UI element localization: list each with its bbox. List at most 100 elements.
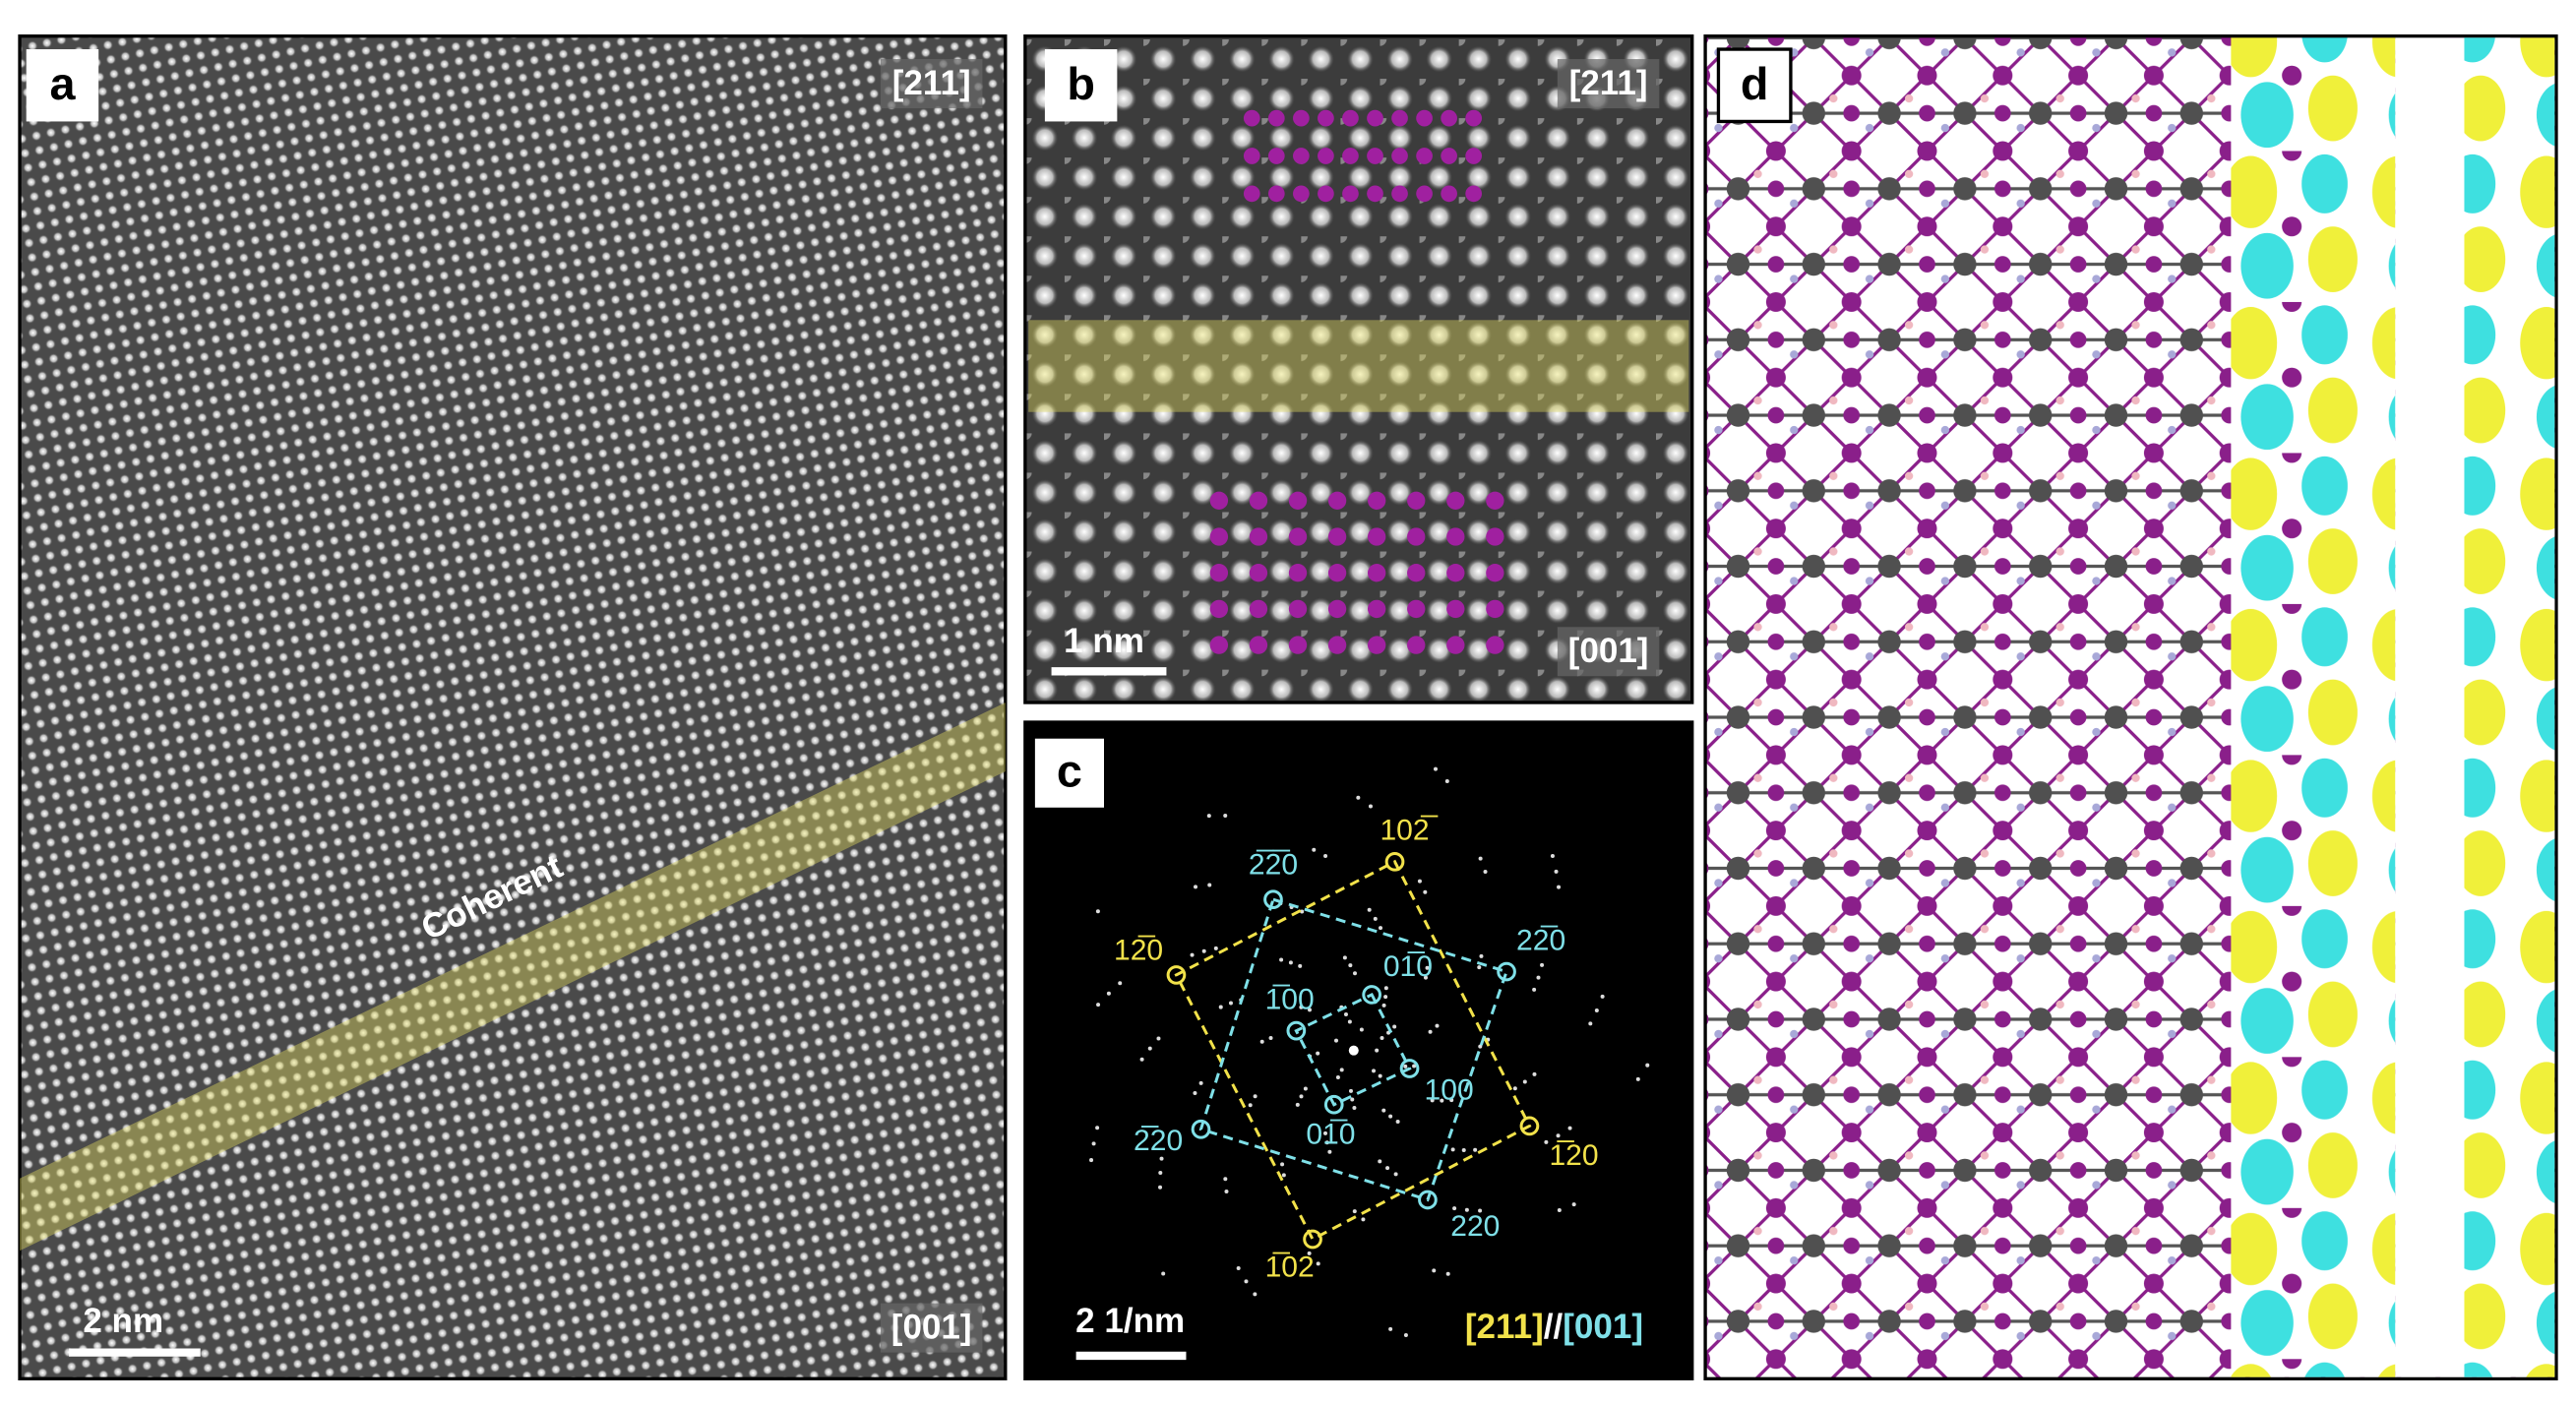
atom	[1465, 148, 1483, 164]
speckle	[1218, 1005, 1223, 1009]
atom	[1293, 148, 1310, 164]
panel-label: b	[1067, 58, 1095, 109]
speckle	[1213, 946, 1218, 950]
charge-density	[2231, 37, 2396, 1377]
atom	[1407, 599, 1426, 619]
speckle	[1373, 916, 1378, 921]
speckle	[1536, 975, 1541, 980]
zone-label: [211]	[1569, 64, 1648, 102]
atom	[1465, 109, 1483, 127]
speckle	[1522, 1079, 1527, 1084]
speckle	[1532, 1071, 1537, 1076]
zone-label: [211]	[892, 64, 971, 102]
speckle	[1600, 994, 1605, 999]
spot-label: 2̅20	[1134, 1125, 1183, 1157]
speckle	[1367, 907, 1372, 912]
atom	[1407, 491, 1426, 510]
spot-label: 01̅0	[1383, 950, 1433, 983]
spot	[1323, 1094, 1344, 1115]
atom	[1446, 527, 1465, 546]
speckle	[1588, 1021, 1593, 1026]
speckle	[1381, 1108, 1386, 1113]
panel-label-box	[1716, 47, 1793, 124]
speckle	[1161, 1271, 1166, 1276]
speckle	[1159, 1156, 1164, 1161]
atom	[1243, 148, 1260, 164]
speckle	[1350, 1097, 1355, 1102]
atom	[1342, 109, 1359, 127]
speckle	[1190, 952, 1195, 957]
speckle	[1298, 963, 1303, 968]
zone-box	[1557, 59, 1660, 109]
atom	[1243, 185, 1260, 203]
zone-label: [001]	[891, 1309, 972, 1347]
speckle	[1198, 1080, 1203, 1085]
speckle	[1194, 885, 1198, 889]
speckle	[1392, 1024, 1397, 1029]
speckle	[1324, 1140, 1329, 1145]
spot-label: 220	[1450, 1210, 1500, 1243]
atom	[1441, 185, 1457, 203]
speckle	[1348, 963, 1353, 968]
speckle	[1224, 1189, 1229, 1193]
speckle	[1388, 1114, 1393, 1119]
dashed-lattice	[1198, 897, 1508, 1202]
panel-label-box	[1034, 738, 1104, 808]
atom	[1267, 185, 1285, 203]
speckle	[1430, 1098, 1435, 1103]
speckle	[1348, 1088, 1353, 1093]
speckle	[1118, 981, 1123, 986]
speckle	[1253, 1292, 1257, 1297]
speckle	[1473, 1147, 1478, 1152]
atom	[1249, 599, 1268, 619]
atom	[1288, 636, 1308, 654]
interface-band	[20, 702, 1006, 1252]
speckle	[1483, 870, 1488, 875]
speckle	[1444, 778, 1449, 783]
atom	[1267, 148, 1285, 164]
speckle	[1383, 986, 1388, 991]
speckle	[1106, 991, 1111, 996]
atom	[1367, 148, 1383, 164]
speckle	[1268, 1036, 1273, 1041]
speckle	[1452, 1206, 1457, 1211]
charge-density	[2464, 37, 2555, 1377]
speckle	[1307, 1251, 1312, 1255]
speckle	[1207, 883, 1212, 887]
speckle	[1554, 869, 1559, 874]
speckle	[1635, 1076, 1640, 1081]
speckle	[1281, 1173, 1286, 1178]
speckle	[1327, 1149, 1332, 1154]
speckle	[1393, 1172, 1398, 1177]
atom	[1288, 491, 1308, 510]
scale-bar-label: 2 nm	[83, 1302, 163, 1340]
spot	[1303, 1229, 1322, 1250]
speckle	[1091, 1141, 1096, 1146]
spot	[1191, 1119, 1211, 1139]
atom	[1293, 109, 1310, 127]
speckle	[1352, 971, 1358, 976]
zone-box	[1557, 627, 1660, 677]
spot-label: 22̅0	[1516, 925, 1565, 957]
atom	[1367, 491, 1386, 510]
spot	[1166, 965, 1187, 985]
panel-label-box	[1044, 49, 1118, 122]
speckle	[1156, 1036, 1161, 1041]
speckle	[1557, 1207, 1562, 1212]
speckle	[1095, 1126, 1100, 1130]
speckle	[1193, 1091, 1197, 1096]
atom	[1267, 109, 1285, 127]
speckle	[1450, 1147, 1455, 1152]
speckle	[1383, 995, 1388, 1000]
atom	[1327, 527, 1347, 546]
speckle	[1425, 965, 1430, 970]
scale-bar-label: 1 nm	[1064, 622, 1144, 660]
speckle	[1361, 1217, 1366, 1222]
speckle	[1378, 1073, 1382, 1078]
speckle	[1223, 814, 1228, 819]
atom	[1249, 527, 1268, 546]
speckle	[1096, 1003, 1101, 1008]
atom	[1446, 636, 1465, 654]
speckle	[1380, 1035, 1384, 1040]
speckle	[1347, 1019, 1352, 1024]
